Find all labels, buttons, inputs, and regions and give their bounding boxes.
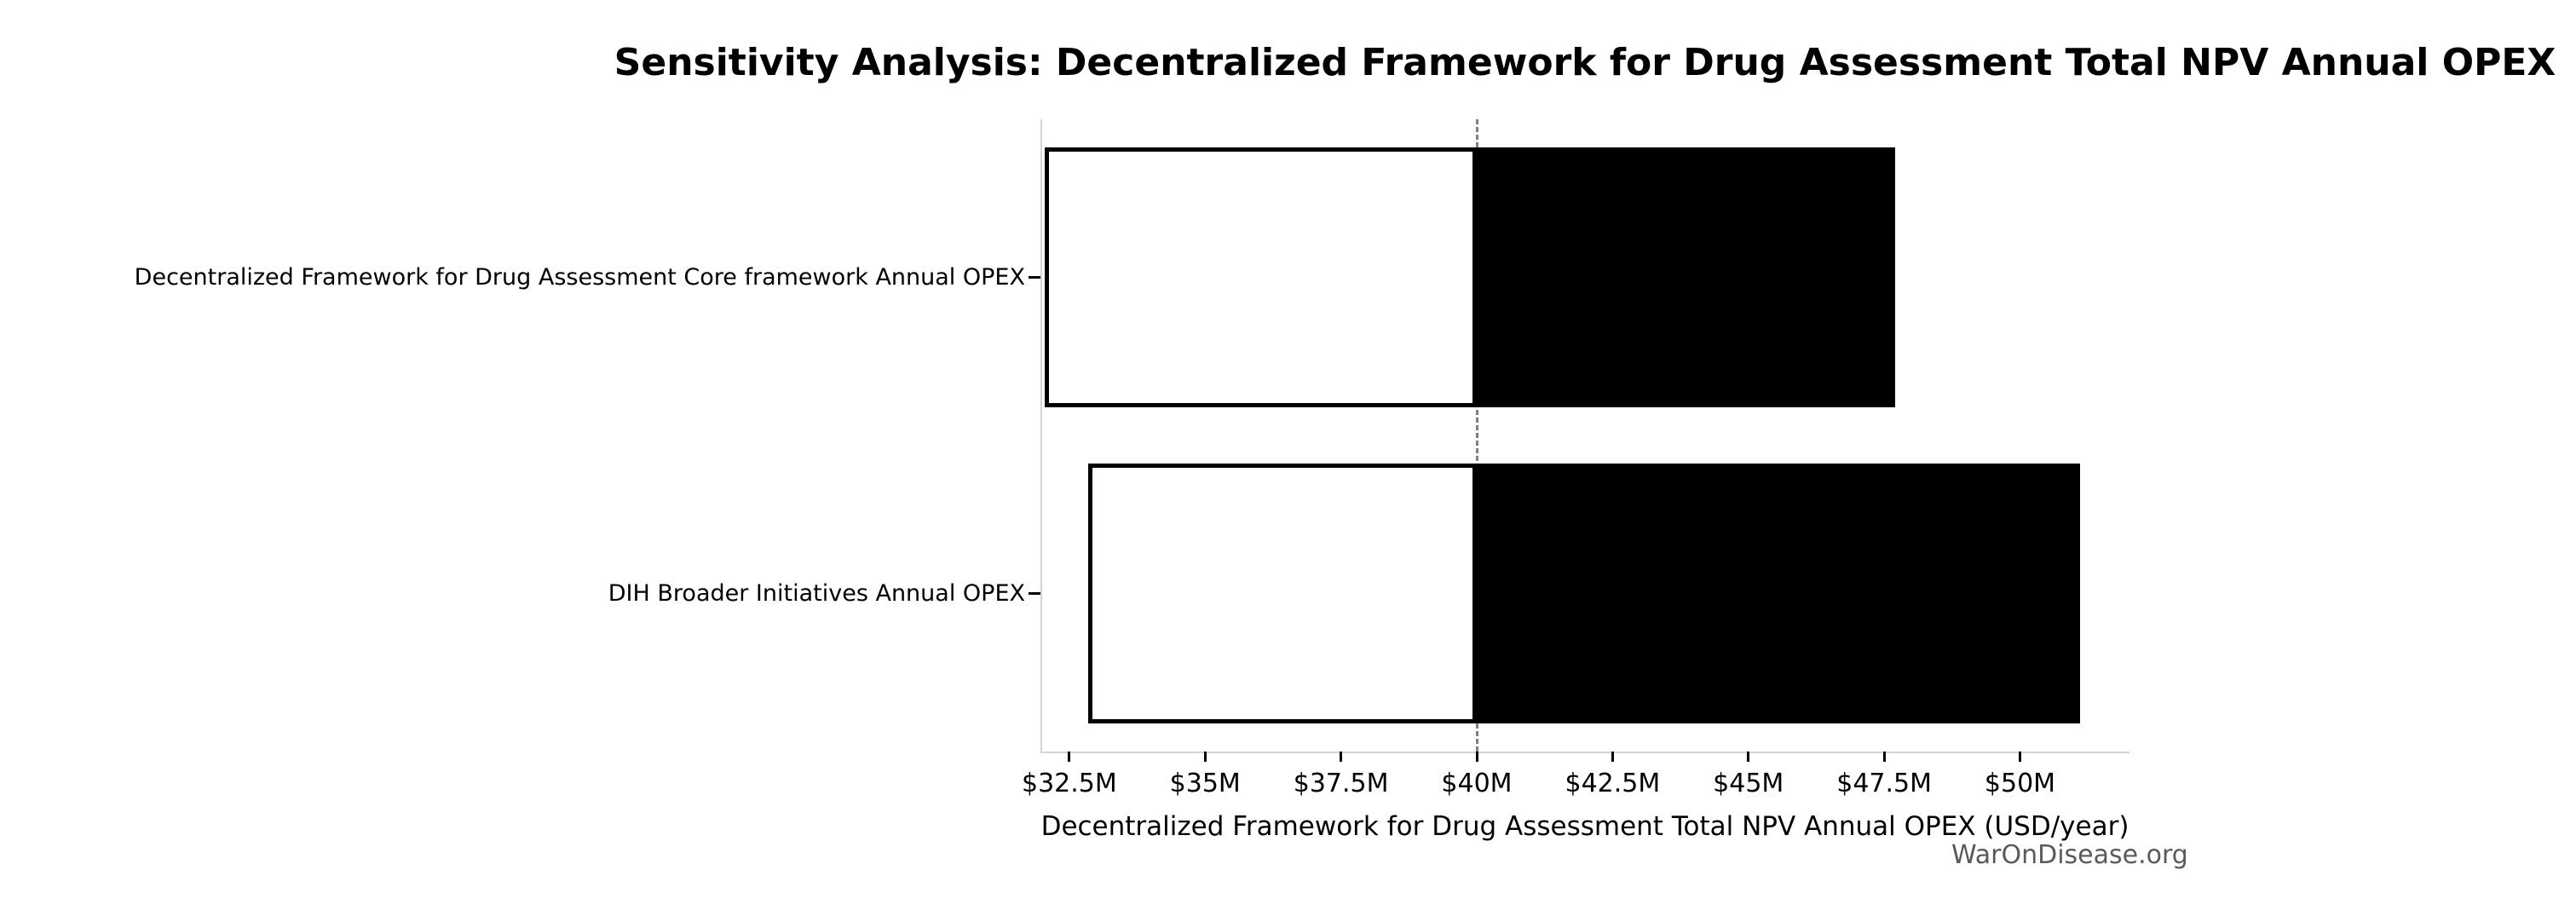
bar-high-segment <box>1477 147 1895 407</box>
x-tick-label: $35M <box>1169 769 1241 798</box>
x-tick-mark <box>2019 752 2021 762</box>
x-tick-label: $40M <box>1441 769 1513 798</box>
x-tick-mark <box>1203 752 1207 762</box>
y-tick-mark <box>1029 276 1040 279</box>
x-tick-label: $32.5M <box>1021 769 1117 798</box>
x-axis-label: Decentralized Framework for Drug Assessm… <box>1040 811 2129 842</box>
bar-low-segment <box>1088 464 1477 723</box>
x-tick-mark <box>1747 752 1750 762</box>
y-tick-label: Decentralized Framework for Drug Assessm… <box>134 263 1025 291</box>
x-tick-label: $50M <box>1984 769 2056 798</box>
x-tick-label: $47.5M <box>1836 769 1933 798</box>
x-tick-label: $42.5M <box>1565 769 1661 798</box>
x-tick-mark <box>1611 752 1614 762</box>
x-tick-label: $37.5M <box>1293 769 1389 798</box>
x-axis-line <box>1040 752 2129 753</box>
y-tick-label: DIH Broader Initiatives Annual OPEX <box>608 579 1025 607</box>
bar-low-segment <box>1045 147 1477 407</box>
y-axis-line <box>1040 119 1042 753</box>
x-tick-mark <box>1068 752 1071 762</box>
x-tick-mark <box>1340 752 1343 762</box>
chart-title: Sensitivity Analysis: Decentralized Fram… <box>614 41 2556 84</box>
bar-high-segment <box>1477 464 2080 723</box>
y-tick-mark <box>1029 592 1040 595</box>
watermark: WarOnDisease.org <box>1951 840 2188 870</box>
baseline-dashed-line <box>1475 119 1478 752</box>
x-tick-mark <box>1475 752 1478 762</box>
x-tick-mark <box>1882 752 1886 762</box>
x-tick-label: $45M <box>1713 769 1784 798</box>
